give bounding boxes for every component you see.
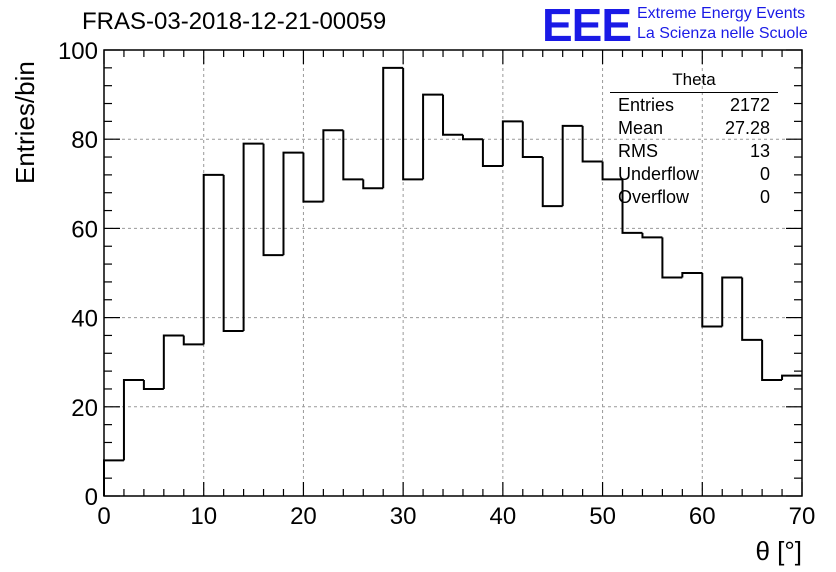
histogram-bin [521, 121, 543, 159]
histogram-bin [422, 93, 444, 180]
x-tick-label: 60 [689, 503, 716, 530]
y-tick-label: 60 [71, 216, 98, 243]
histogram-bin [302, 152, 324, 203]
stat-label: Mean [618, 118, 664, 138]
histogram-bin [761, 339, 783, 382]
y-tick-label: 0 [85, 484, 98, 511]
plot-frame [103, 49, 803, 497]
stat-value: 0 [759, 164, 770, 184]
stat-row-mean: Mean 27.28 [610, 117, 778, 140]
histogram-bin [621, 179, 643, 234]
histogram-bin [342, 130, 364, 181]
x-tick-label: 70 [789, 503, 816, 530]
logo-text-line1: Extreme Energy Events [637, 5, 806, 22]
histogram-bin [461, 134, 483, 141]
histogram-bin [541, 157, 563, 208]
histogram-bin [781, 374, 802, 381]
histogram-bin [222, 174, 244, 332]
stat-row-entries: Entries 2172 [610, 94, 778, 117]
histogram-bin [182, 335, 204, 346]
histogram-bin [402, 67, 424, 181]
histogram-bin [681, 272, 703, 278]
histogram-bin [661, 237, 683, 279]
y-axis-label-box: Entries/bin [6, 61, 40, 184]
stats-title: Theta [610, 70, 778, 93]
stat-value: 0 [759, 187, 770, 207]
stat-value: 13 [749, 141, 770, 161]
logo-text-line2: La Scienza nelle Scuole [637, 25, 808, 42]
y-tick-label: 20 [71, 395, 98, 422]
histogram-bin [561, 124, 583, 207]
histogram-bin [601, 161, 623, 181]
stat-label: RMS [618, 141, 658, 161]
x-tick-label: 10 [190, 503, 217, 530]
stat-row-rms: RMS 13 [610, 140, 778, 163]
x-axis-label: θ [°] [755, 536, 802, 566]
stat-label: Overflow [618, 187, 690, 207]
histogram-bin [442, 94, 463, 136]
histogram-bin [282, 151, 304, 256]
histogram-bin [721, 276, 743, 327]
eee-logo-mark: EEE [542, 0, 632, 51]
y-axis-label: Entries/bin [10, 61, 40, 184]
histogram-bin [581, 125, 603, 163]
stats-box: Theta Entries 2172 Mean 27.28 RMS 13 Und… [610, 70, 778, 209]
x-tick-label: 20 [290, 503, 317, 530]
stat-label: Underflow [618, 164, 700, 184]
x-tick-label: 0 [97, 503, 110, 530]
x-tick-label: 40 [490, 503, 517, 530]
y-tick-label: 80 [71, 127, 98, 154]
histogram-bin [322, 129, 344, 202]
chart-title: FRAS-03-2018-12-21-00059 [82, 8, 387, 35]
histogram-bin [202, 173, 224, 345]
histogram-bin [741, 277, 763, 341]
stat-row-underflow: Underflow 0 [610, 163, 778, 186]
stat-value: 2172 [729, 95, 770, 115]
x-tick-label: 50 [589, 503, 616, 530]
y-tick-label: 100 [58, 38, 98, 65]
x-tick-label: 30 [390, 503, 417, 530]
histogram-bin [242, 142, 264, 331]
histogram-bin [501, 120, 523, 166]
histogram-bin [142, 380, 164, 390]
histogram-bin [162, 334, 184, 389]
histogram-bin [362, 179, 384, 190]
stat-label: Entries [618, 95, 675, 115]
stat-row-overflow: Overflow 0 [610, 186, 778, 209]
histogram-bin [262, 143, 284, 257]
histogram-bin [701, 273, 723, 328]
histogram-bin [641, 232, 663, 239]
histogram-bin [122, 379, 144, 461]
stat-value: 27.28 [724, 118, 770, 138]
histogram-bin [481, 139, 503, 167]
histogram-bin [382, 66, 404, 189]
y-tick-label: 40 [71, 306, 98, 333]
